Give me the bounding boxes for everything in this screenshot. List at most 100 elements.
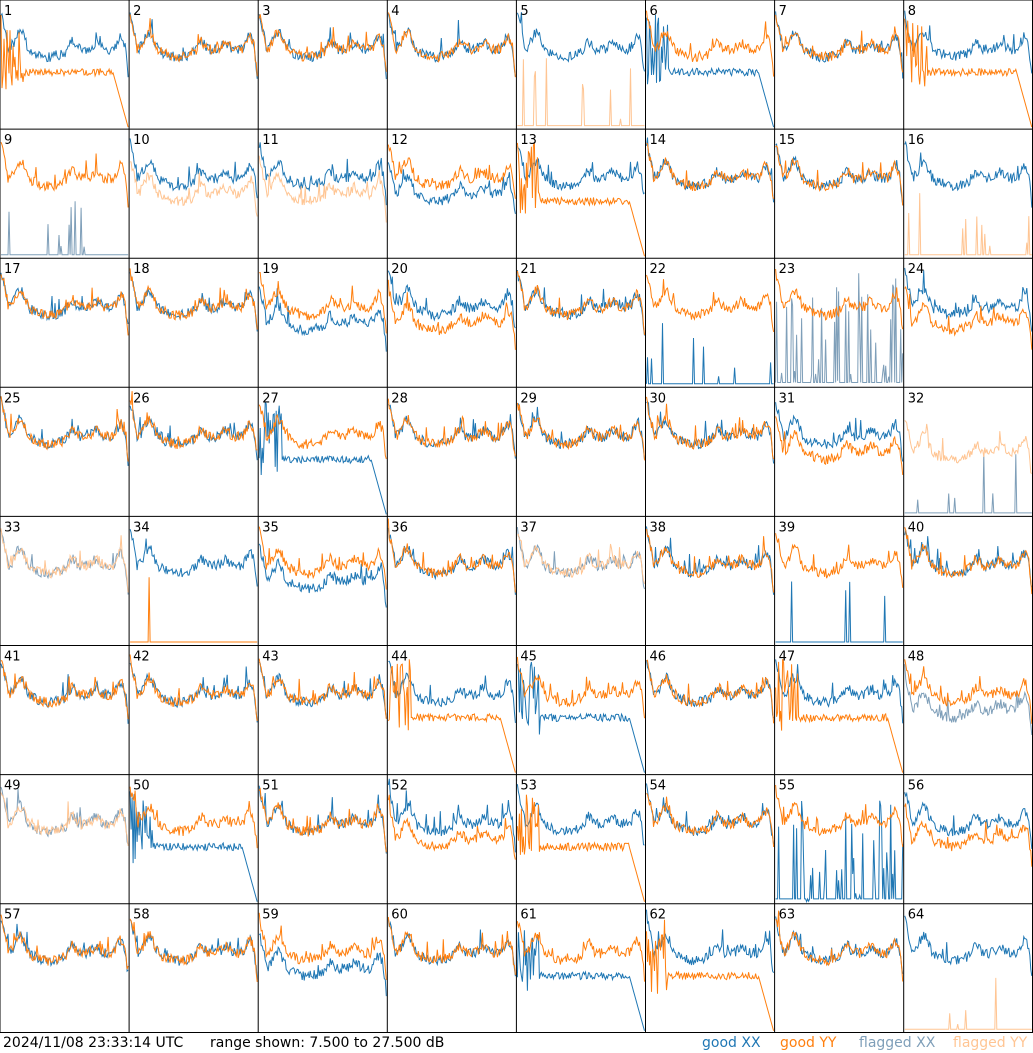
panel-number-label: 21 <box>520 262 537 277</box>
series-yy-line <box>904 193 1032 256</box>
series-yy-line <box>516 921 645 982</box>
spectrum-panel: 47 <box>775 650 904 773</box>
panel-number-label: 54 <box>650 779 667 794</box>
series-yy-line <box>258 787 387 853</box>
spectrum-panel: 64 <box>904 908 1033 1030</box>
panel-number-label: 50 <box>133 779 150 794</box>
spectrum-panel: 37 <box>516 520 645 590</box>
series-yy-line <box>0 14 129 128</box>
panel-number-label: 16 <box>908 133 925 148</box>
panel-number-label: 61 <box>520 908 537 923</box>
panel-number-label: 7 <box>779 4 787 19</box>
series-yy-line <box>904 18 1033 128</box>
series-xx-line <box>0 396 129 466</box>
panel-number-label: 30 <box>650 391 667 406</box>
series-xx-line <box>129 272 258 332</box>
series-xx-line <box>129 529 258 587</box>
spectrum-panel: 56 <box>904 779 1033 867</box>
panel-number-label: 28 <box>391 391 408 406</box>
series-yy-line <box>0 660 129 720</box>
panel-number-label: 51 <box>262 779 279 794</box>
panel-number-label: 35 <box>262 520 279 535</box>
series-yy-line <box>129 786 258 849</box>
series-xx-line <box>904 267 1033 332</box>
panel-number-label: 40 <box>908 520 925 535</box>
series-yy-line <box>775 784 904 847</box>
panel-number-label: 19 <box>262 262 279 277</box>
panel-number-label: 3 <box>262 4 270 19</box>
panel-number-label: 23 <box>779 262 796 277</box>
panel-number-label: 36 <box>391 520 408 535</box>
series-yy-line <box>516 270 645 335</box>
series-xx-line <box>775 800 904 904</box>
spectrum-panel: 33 <box>0 520 129 595</box>
series-yy-line <box>775 533 904 588</box>
spectrum-panel: 62 <box>646 908 775 1031</box>
series-yy-line <box>516 656 645 719</box>
panel-number-label: 60 <box>391 908 408 923</box>
spectrum-panel: 28 <box>387 391 516 459</box>
spectrum-panel: 54 <box>646 779 775 848</box>
series-xx-line <box>387 527 516 595</box>
series-yy-line <box>0 142 129 208</box>
series-yy-line <box>130 577 258 643</box>
panel-number-label: 38 <box>650 520 667 535</box>
panel-number-label: 58 <box>133 908 150 923</box>
panel-number-label: 12 <box>391 133 408 148</box>
series-yy-line <box>904 285 1033 350</box>
legend-flagged-yy: flagged YY <box>953 1035 1028 1051</box>
series-yy-line <box>0 528 129 593</box>
series-xx-line <box>904 664 1033 736</box>
spectrum-panel: 25 <box>0 391 129 466</box>
spectrum-panel: 34 <box>129 520 258 643</box>
spectrum-panel: 29 <box>516 391 645 461</box>
series-yy-line <box>646 274 775 332</box>
spectrum-panel: 38 <box>646 520 775 595</box>
panel-number-label: 45 <box>520 650 537 665</box>
series-yy-line <box>904 527 1033 595</box>
panel-number-label: 18 <box>133 262 150 277</box>
series-xx-line <box>129 662 258 723</box>
panel-number-label: 37 <box>520 520 537 535</box>
series-xx-line <box>258 785 387 854</box>
series-yy-line <box>646 396 775 460</box>
spectrum-panel: 18 <box>129 262 258 332</box>
series-xx-line <box>129 919 258 980</box>
panel-number-label: 20 <box>391 262 408 277</box>
series-yy-line <box>646 659 775 724</box>
series-xx-line <box>1 201 129 256</box>
series-yy-line <box>130 161 258 217</box>
series-yy-line <box>516 794 645 902</box>
series-xx-line <box>775 659 904 724</box>
spectrum-panel: 1 <box>0 4 129 128</box>
series-yy-line <box>517 58 645 127</box>
series-yy-line <box>129 391 258 451</box>
series-yy-line <box>775 416 904 475</box>
panel-number-label: 55 <box>779 779 796 794</box>
panel-number-label: 24 <box>908 262 925 277</box>
spectrum-panel: 5 <box>516 4 645 127</box>
series-xx-line <box>516 930 645 1031</box>
panel-number-label: 10 <box>133 133 150 148</box>
series-yy-line <box>904 420 1033 474</box>
panel-number-label: 9 <box>4 133 12 148</box>
spectrum-panel: 8 <box>904 4 1033 128</box>
series-yy-line <box>516 402 645 461</box>
series-xx-line <box>775 402 904 462</box>
series-xx-line <box>129 138 258 199</box>
series-xx-line <box>646 660 775 719</box>
series-yy-line <box>387 12 516 78</box>
panel-number-label: 34 <box>133 520 150 535</box>
series-xx-line <box>775 273 904 384</box>
spectrum-panel: 27 <box>258 391 387 515</box>
spectrum-panel: 36 <box>387 518 516 595</box>
series-yy-line <box>258 14 387 72</box>
spectrum-panel: 4 <box>387 4 516 78</box>
panel-number-label: 32 <box>908 391 925 406</box>
series-yy-line <box>387 144 516 199</box>
spectrum-panel: 63 <box>775 908 904 982</box>
series-xx-line <box>646 323 774 385</box>
panel-number-label: 15 <box>779 133 796 148</box>
series-yy-line <box>646 792 775 848</box>
spectrum-panel: 60 <box>387 908 516 977</box>
